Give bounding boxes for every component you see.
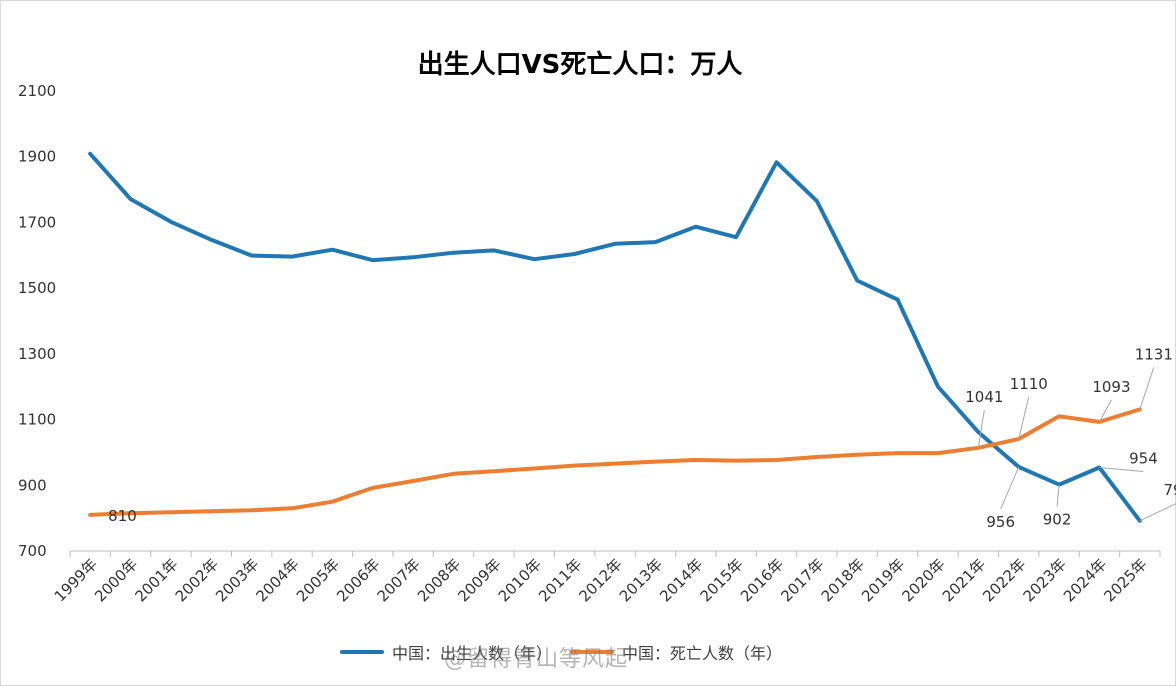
y-tick-label: 1300 (18, 345, 56, 363)
label-leader-line (1018, 396, 1030, 440)
y-axis-ticks: 700 900 1100 1300 1500 1700 1900 2100 (18, 82, 56, 560)
data-label: 954 (1129, 450, 1158, 468)
data-label: 810 (108, 507, 137, 525)
legend-swatch-death (570, 650, 615, 654)
y-tick-label: 900 (18, 476, 47, 494)
y-tick-label: 1100 (18, 411, 56, 429)
label-leader-line (1139, 367, 1155, 410)
label-leader-line (977, 409, 985, 448)
data-label: 902 (1043, 511, 1072, 529)
x-tick-label: 2015年 (697, 555, 747, 605)
legend: 中国：出生人数（年） 中国：死亡人数（年） (340, 640, 782, 664)
series-line-death (88, 407, 1142, 517)
label-leader-lines (977, 367, 1176, 522)
x-tick-label: 2022年 (979, 555, 1029, 605)
series-line-birth (88, 151, 1142, 523)
x-tick-label: 2005年 (293, 555, 343, 605)
label-leader-line (1099, 467, 1144, 473)
label-leader-line (1000, 466, 1020, 510)
x-tick-label: 2004年 (253, 555, 303, 605)
x-tick-label: 2019年 (858, 555, 908, 605)
label-leader-line (1099, 399, 1112, 423)
x-tick-label: 2013年 (616, 555, 666, 605)
x-tick-label: 1999年 (51, 555, 101, 605)
x-tick-label: 2011年 (535, 555, 585, 605)
data-label: 792 (1163, 481, 1176, 499)
x-tick-label: 2023年 (1020, 555, 1070, 605)
data-label: 1093 (1092, 378, 1130, 396)
watermark-text: @留得青山等风起 (444, 647, 629, 672)
legend-label-death: 中国：死亡人数（年） (622, 644, 783, 663)
x-tick-label: 2012年 (575, 555, 625, 605)
x-axis-ticks: 1999年2000年2001年2002年2003年2004年2005年2006年… (51, 551, 1161, 605)
y-tick-label: 1500 (18, 279, 56, 297)
data-label: 1041 (965, 388, 1003, 406)
legend-item-birth: 中国：出生人数（年） (340, 640, 552, 664)
data-label: 1110 (1010, 375, 1048, 393)
y-tick-label: 1700 (18, 213, 56, 231)
data-label: 956 (986, 513, 1015, 531)
label-leader-line (1139, 503, 1176, 522)
x-tick-label: 2020年 (898, 555, 948, 605)
x-tick-label: 2025年 (1100, 555, 1150, 605)
chart-title: 出生人口VS死亡人口：万人 (417, 50, 743, 80)
y-tick-label: 700 (18, 542, 47, 560)
legend-item-death: 中国：死亡人数（年） (570, 640, 782, 664)
x-tick-label: 2016年 (737, 555, 787, 605)
x-tick-label: 2003年 (212, 555, 262, 605)
x-tick-label: 2006年 (333, 555, 383, 605)
x-tick-label: 2002年 (172, 555, 222, 605)
x-tick-label: 2010年 (495, 555, 545, 605)
y-tick-label: 2100 (18, 82, 56, 100)
legend-swatch-birth (340, 650, 384, 654)
x-tick-label: 2009年 (454, 555, 504, 605)
x-tick-label: 2021年 (939, 555, 989, 605)
x-tick-label: 2017年 (777, 555, 827, 605)
data-labels: 810 1041 1110 1093 1131 956 902 954 792 (108, 345, 1176, 531)
legend-label-birth: 中国：出生人数（年） (392, 644, 553, 663)
x-tick-label: 2007年 (374, 555, 424, 605)
x-tick-label: 2001年 (131, 555, 181, 605)
y-tick-label: 1900 (18, 148, 56, 166)
x-tick-label: 2018年 (818, 555, 868, 605)
x-tick-label: 2000年 (91, 555, 141, 605)
x-tick-label: 2008年 (414, 555, 464, 605)
x-tick-label: 2024年 (1060, 555, 1110, 605)
data-label: 1131 (1135, 345, 1173, 363)
series-lines (88, 151, 1142, 523)
label-leader-line (1056, 484, 1060, 507)
x-tick-label: 2014年 (656, 555, 706, 605)
